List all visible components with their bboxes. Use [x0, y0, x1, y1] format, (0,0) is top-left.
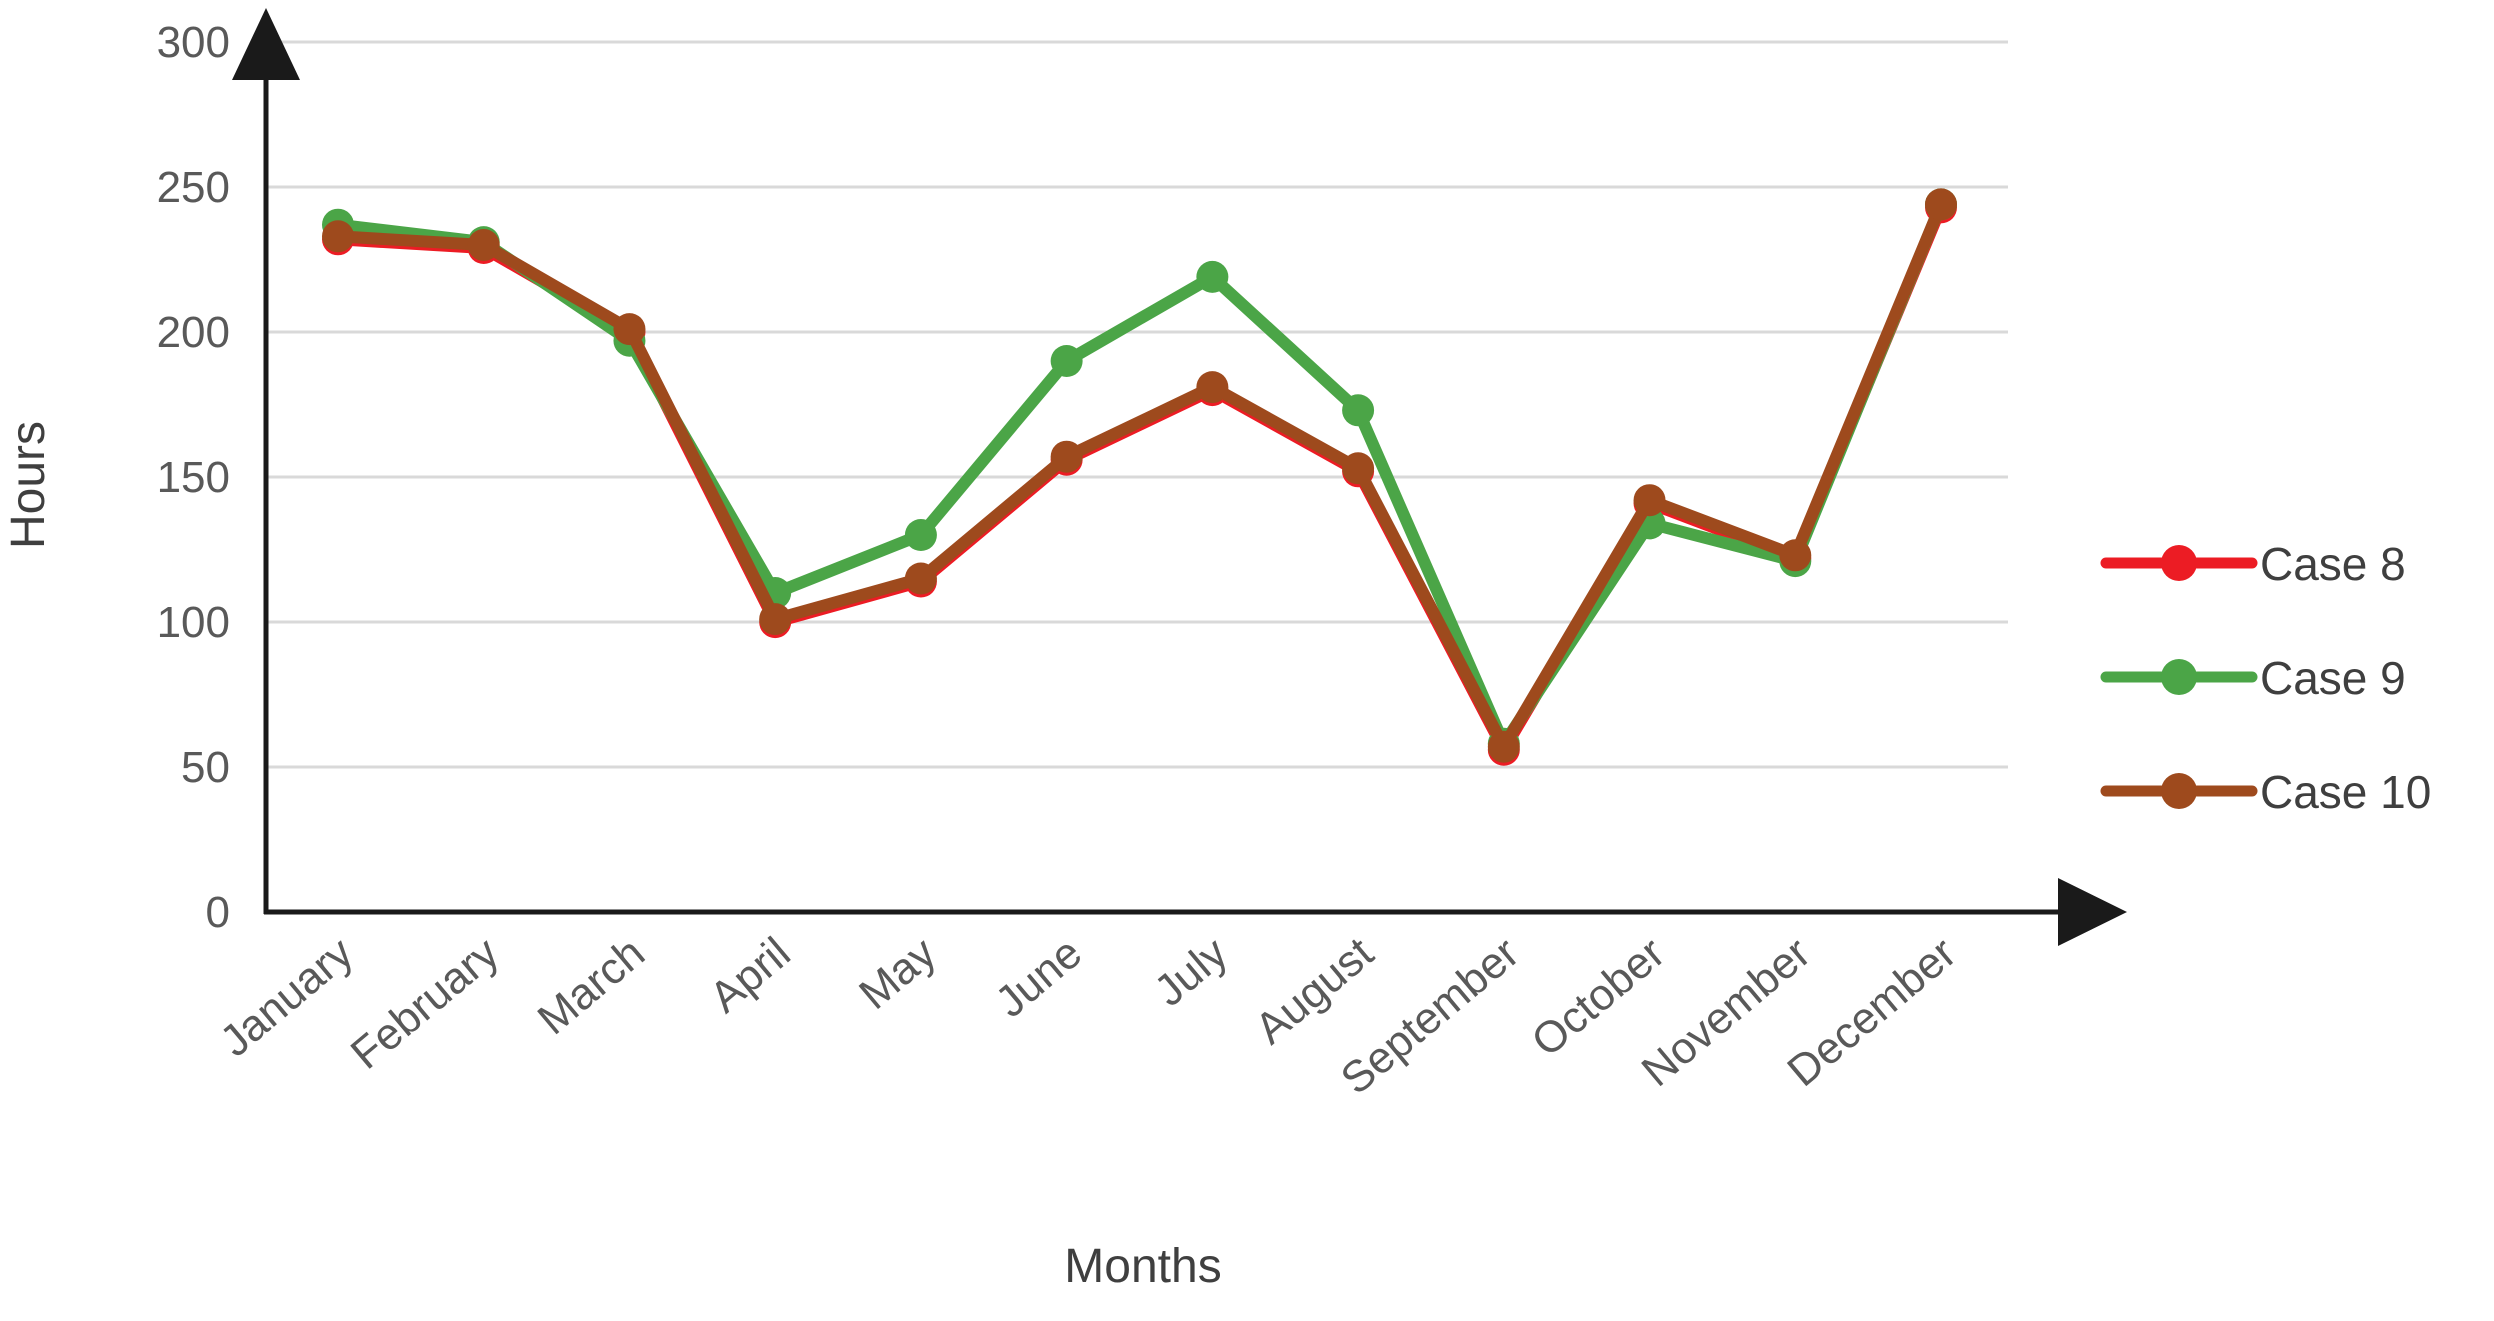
series-line-case-8	[332, 201, 1947, 756]
x-tick-label-april: April	[701, 928, 800, 1022]
legend-marker-case-10	[2161, 773, 2197, 809]
series-line-case-10	[332, 198, 1947, 753]
data-point-case-10-october	[1633, 484, 1666, 517]
x-tick-label-february: February	[342, 928, 508, 1079]
x-tick-label-june: June	[986, 928, 1091, 1027]
y-axis-arrow-icon	[232, 8, 300, 80]
series-case-8	[322, 191, 1957, 766]
series-case-10	[322, 188, 1957, 763]
legend-item-case-8: Case 8	[2100, 538, 2406, 590]
y-tick-label: 0	[206, 888, 230, 937]
data-point-case-10-may	[904, 562, 937, 595]
data-point-case-10-december	[1924, 188, 1957, 221]
data-point-case-10-august	[1342, 452, 1375, 485]
series-line-case-9	[332, 198, 1947, 750]
legend-label-case-9: Case 9	[2260, 652, 2406, 704]
y-tick-label: 300	[157, 18, 230, 67]
data-point-case-10-july	[1196, 371, 1229, 404]
legend-label-case-10: Case 10	[2260, 766, 2431, 818]
series-case-9	[322, 188, 1957, 760]
x-axis-arrow-icon	[2058, 878, 2127, 946]
legend-item-case-9: Case 9	[2100, 652, 2406, 704]
data-point-case-10-november	[1779, 539, 1812, 572]
legend-item-case-10: Case 10	[2100, 766, 2431, 818]
y-tick-labels: 0 50 100 150 200 250 300	[157, 18, 230, 937]
x-tick-label-august: August	[1246, 928, 1382, 1054]
data-point-case-10-march	[613, 313, 646, 346]
data-point-case-9-august	[1342, 394, 1375, 427]
x-tick-label-january: January	[211, 928, 362, 1066]
data-point-case-10-september	[1487, 730, 1520, 763]
legend: Case 8 Case 9 Case 10	[2100, 538, 2431, 818]
data-point-case-9-july	[1196, 260, 1229, 293]
y-tick-label: 150	[157, 453, 230, 502]
y-tick-label: 100	[157, 598, 230, 647]
data-point-case-10-february	[467, 229, 500, 261]
x-tick-label-may: May	[850, 928, 945, 1019]
y-tick-label: 250	[157, 163, 230, 212]
x-tick-label-march: March	[529, 928, 654, 1044]
data-point-case-9-may	[904, 519, 937, 551]
data-point-case-10-june	[1050, 440, 1083, 473]
data-series	[322, 188, 1957, 766]
gridlines	[268, 40, 2008, 769]
legend-marker-case-9	[2161, 659, 2197, 695]
x-tick-label-july: July	[1145, 928, 1236, 1016]
data-point-case-10-january	[322, 220, 354, 253]
y-tick-label: 50	[181, 743, 230, 792]
legend-marker-case-8	[2161, 545, 2197, 581]
y-axis-title: Hours	[2, 421, 55, 549]
data-point-case-9-june	[1050, 345, 1083, 377]
x-axis-title: Months	[1064, 1240, 1221, 1293]
data-point-case-10-april	[759, 603, 792, 636]
legend-label-case-8: Case 8	[2260, 538, 2406, 590]
y-tick-label: 200	[157, 308, 230, 357]
